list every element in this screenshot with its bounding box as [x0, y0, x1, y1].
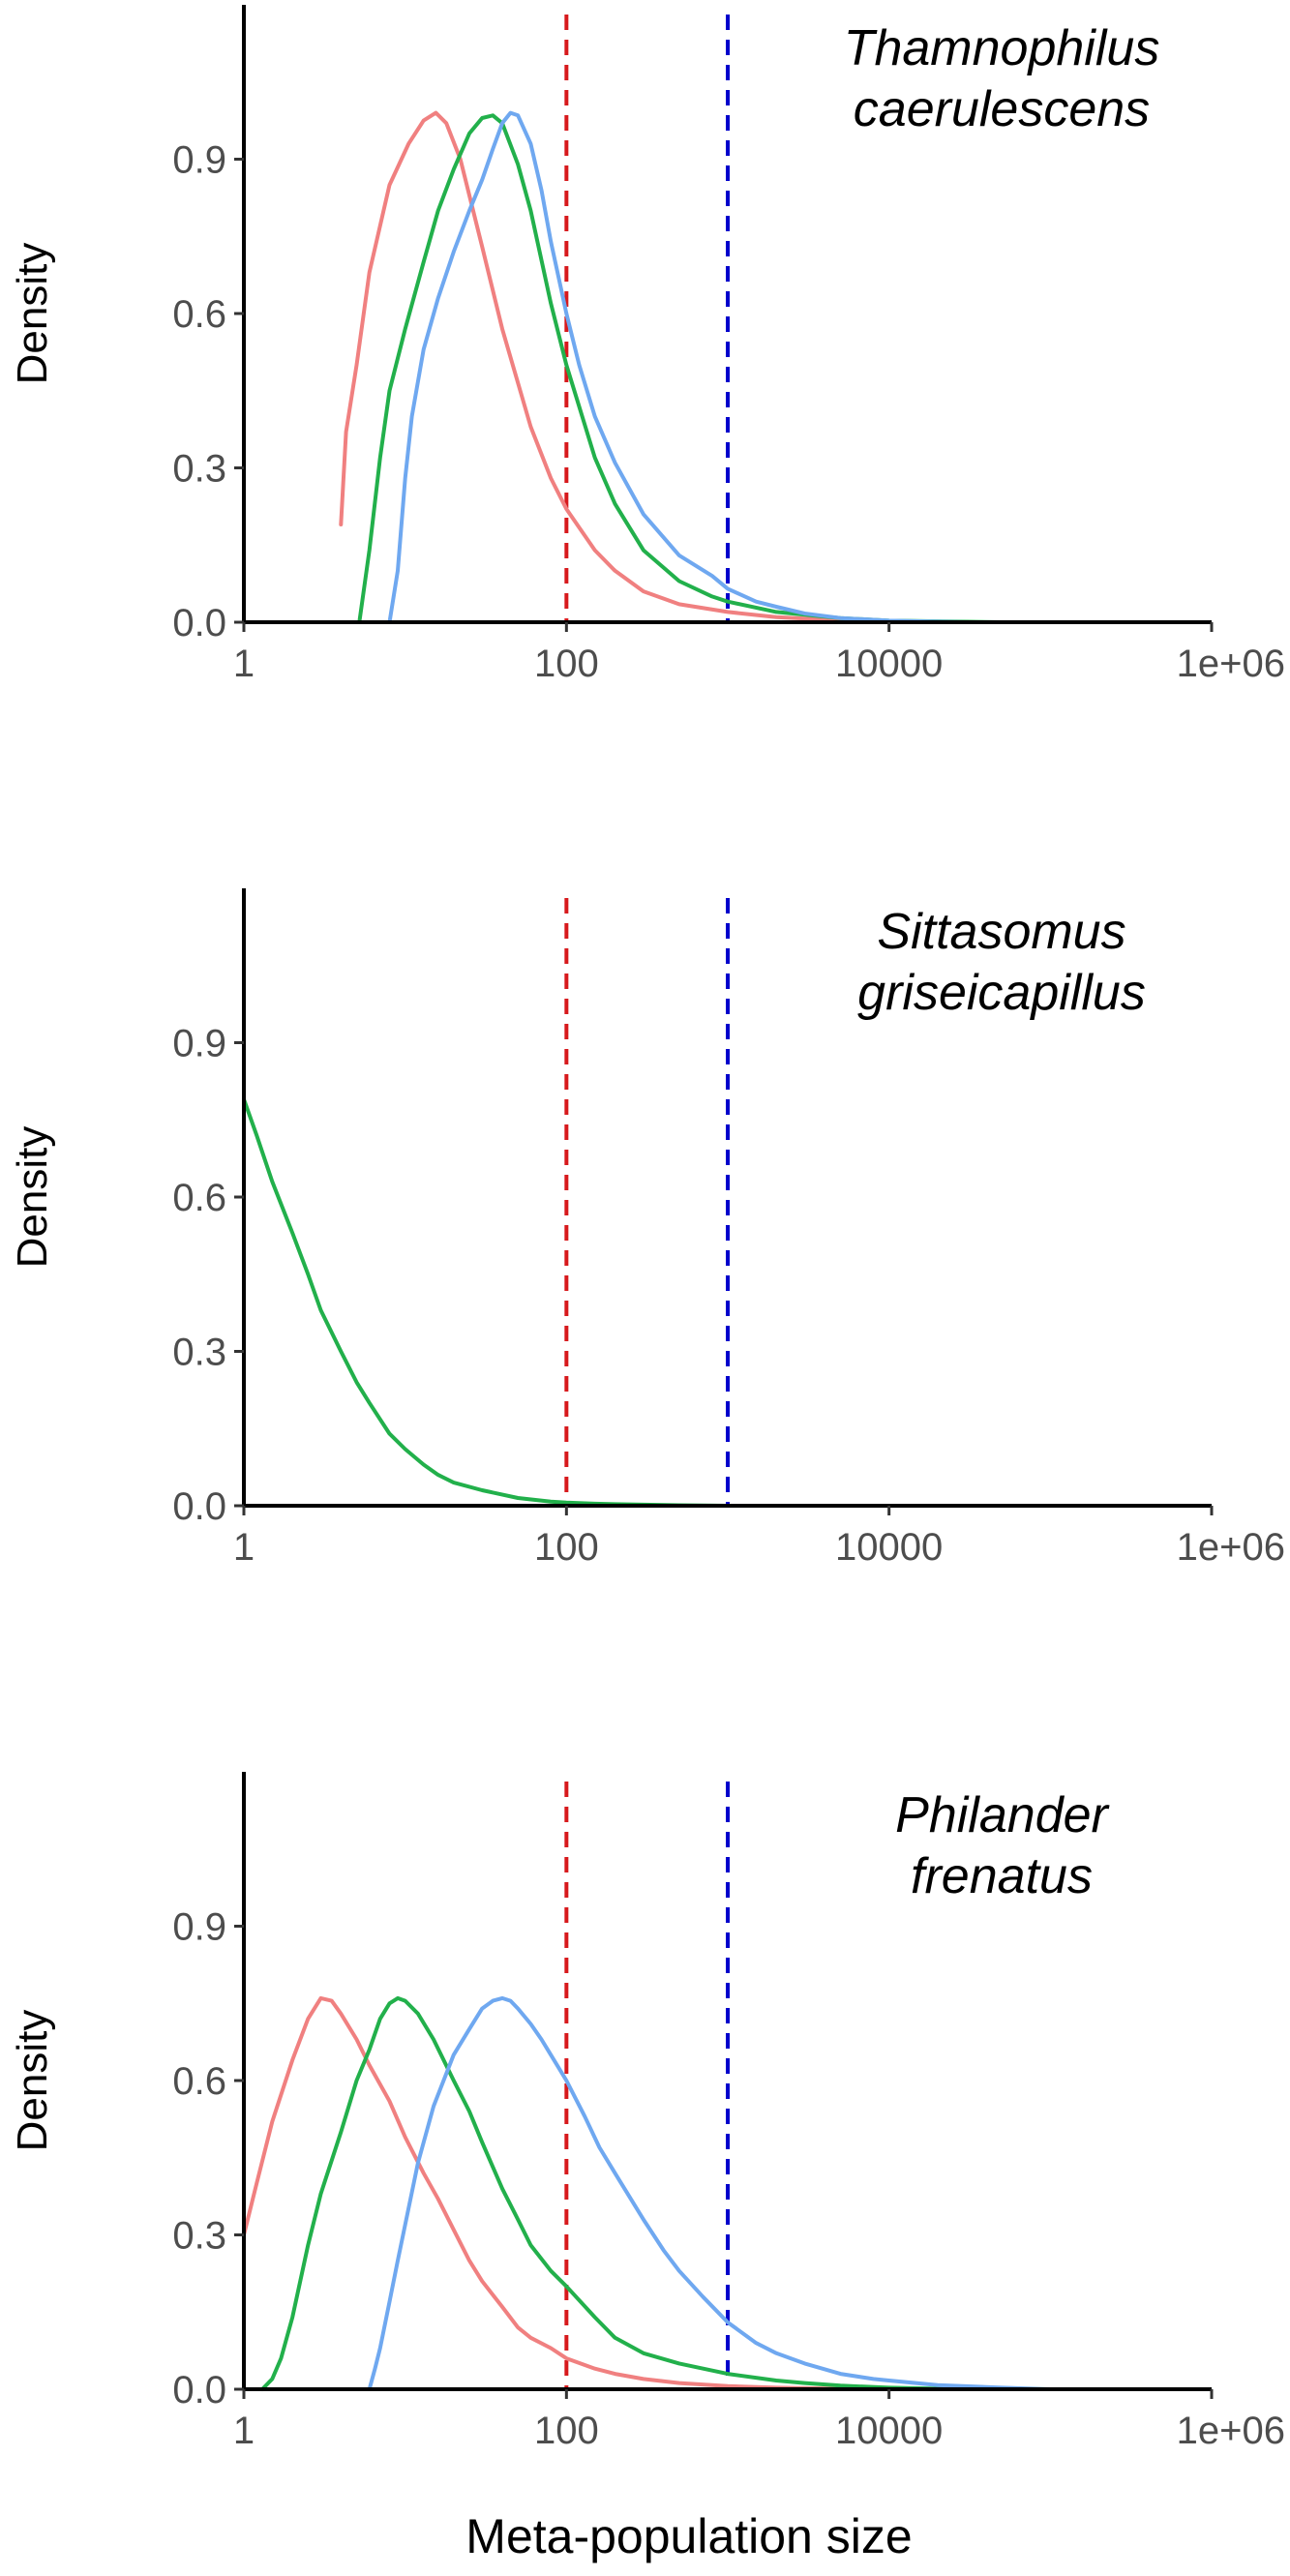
- y-tick-label: 0.6: [172, 293, 226, 336]
- density-curve-3: [387, 110, 969, 624]
- panel-title-line2: caerulescens: [854, 81, 1150, 137]
- x-tick-label: 10000: [835, 643, 943, 685]
- panel-1: 0.0 0.3 0.6 0.9 1 100 10000 1e+06 Density Thamnop…: [9, 5, 1285, 685]
- panel-3: 0.0 0.3 0.6 0.9 1 100 10000 1e+06 Density Philand…: [9, 1772, 1285, 2452]
- y-tick-label: 0.0: [172, 1485, 226, 1528]
- y-axis-title: Density: [9, 243, 56, 385]
- density-curve-3: [367, 1995, 1053, 2391]
- x-tick-label: 1e+06: [1177, 2410, 1285, 2452]
- panel-title-line1: Sittasomus: [877, 904, 1125, 960]
- y-tick-label: 0.3: [172, 2215, 226, 2258]
- density-curve-2: [260, 1995, 969, 2391]
- x-tick-label: 100: [534, 1526, 599, 1569]
- panel-title-line1: Thamnophilus: [844, 20, 1160, 76]
- x-tick-label: 1: [233, 643, 255, 685]
- y-tick-label: 0.6: [172, 2060, 226, 2103]
- y-tick-label: 0.0: [172, 602, 226, 644]
- panel-2: 0.0 0.3 0.6 0.9 1 100 10000 1e+06 Density Sittaso…: [9, 888, 1285, 1569]
- density-curve-1: [242, 1097, 730, 1508]
- x-axis-title: Meta-population size: [465, 2509, 912, 2563]
- density-curve-1: [242, 1995, 891, 2391]
- density-curve-2: [357, 113, 1005, 624]
- x-tick-label: 10000: [835, 1526, 943, 1569]
- y-axis-title: Density: [9, 1126, 56, 1269]
- y-tick-label: 0.3: [172, 448, 226, 491]
- panel-title-line2: griseicapillus: [857, 965, 1146, 1021]
- x-tick-label: 1e+06: [1177, 643, 1285, 685]
- y-tick-label: 0.9: [172, 1023, 226, 1065]
- x-tick-label: 100: [534, 2410, 599, 2452]
- density-curve-1: [339, 110, 969, 624]
- y-tick-label: 0.3: [172, 1332, 226, 1374]
- y-tick-label: 0.6: [172, 1177, 226, 1219]
- x-tick-label: 100: [534, 643, 599, 685]
- x-tick-label: 1: [233, 2410, 255, 2452]
- panel-title-line1: Philander: [895, 1787, 1110, 1843]
- y-tick-label: 0.0: [172, 2369, 226, 2411]
- y-tick-label: 0.9: [172, 139, 226, 182]
- x-tick-label: 1e+06: [1177, 1526, 1285, 1569]
- panel-title-line2: frenatus: [911, 1848, 1093, 1904]
- y-axis-title: Density: [9, 2010, 56, 2152]
- y-tick-label: 0.9: [172, 1906, 226, 1949]
- x-tick-label: 10000: [835, 2410, 943, 2452]
- x-tick-label: 1: [233, 1526, 255, 1569]
